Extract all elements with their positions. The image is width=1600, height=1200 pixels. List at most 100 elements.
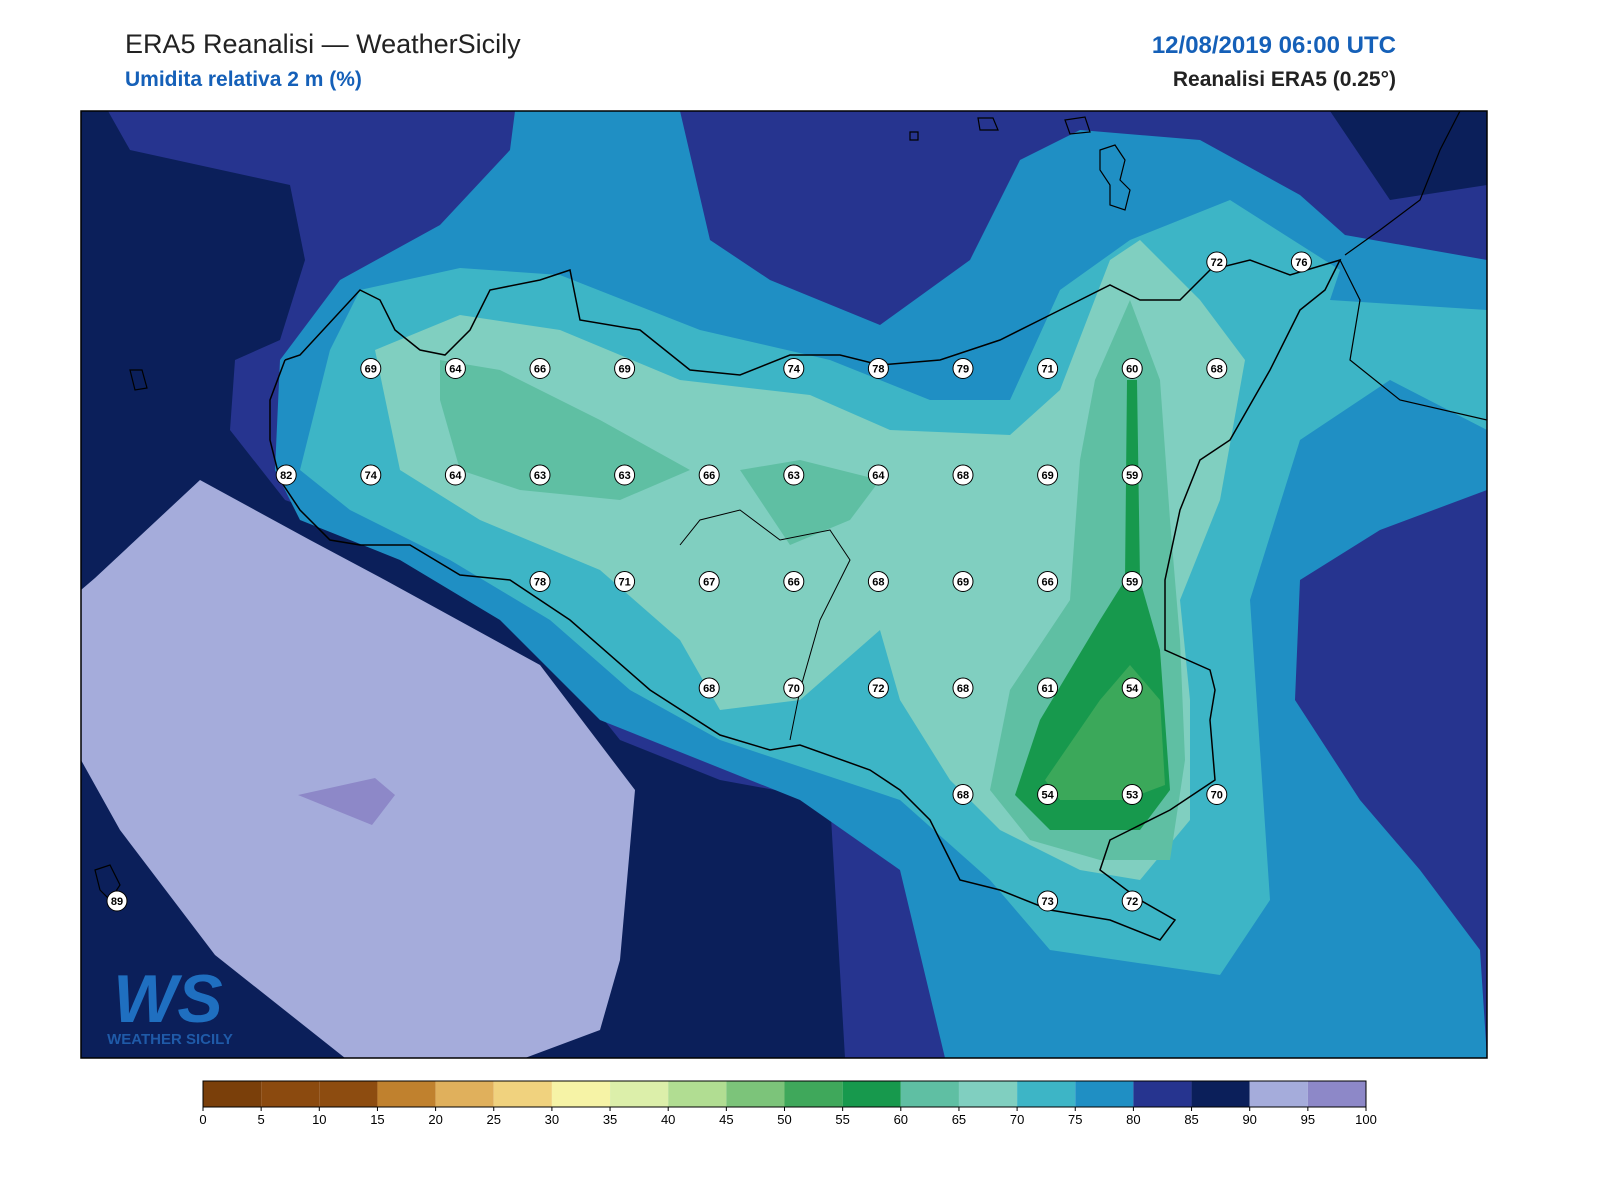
colorbar-segment (1249, 1081, 1308, 1107)
station-value: 68 (957, 683, 969, 695)
station-value: 69 (957, 576, 969, 588)
station-value: 64 (449, 470, 462, 482)
station-value: 68 (957, 789, 969, 801)
contours (81, 111, 1487, 1058)
colorbar-tick-label: 0 (199, 1112, 206, 1127)
station-value: 69 (365, 363, 377, 375)
station-value: 63 (618, 470, 630, 482)
colorbar-tick-label: 45 (719, 1112, 733, 1127)
station-value: 71 (1041, 363, 1053, 375)
colorbar-tick-label: 5 (258, 1112, 265, 1127)
colorbar-segment (435, 1081, 494, 1107)
station-value: 64 (872, 470, 885, 482)
station-value: 70 (788, 683, 800, 695)
colorbar-segment (668, 1081, 727, 1107)
station-marker (1037, 358, 1059, 379)
station-marker (952, 677, 974, 699)
colorbar-tick-label: 55 (835, 1112, 849, 1127)
colorbar: 0 5 10 15 20 25 30 35 40 45 50 55 60 65 70 75 80 85 90 95 10… (199, 1080, 1377, 1127)
station-marker (1037, 784, 1059, 805)
station-value: 70 (1211, 789, 1223, 801)
colorbar-segment (958, 1081, 1018, 1107)
title: ERA5 Reanalisi — WeatherSicily (125, 29, 521, 59)
station-value: 61 (1041, 683, 1053, 695)
map-frame (80, 110, 1488, 1059)
colorbar-tick-label: 25 (487, 1112, 501, 1127)
station-marker (360, 358, 382, 379)
station-marker (1121, 464, 1143, 486)
station-marker (952, 784, 974, 805)
colorbar-segment (784, 1081, 843, 1107)
stations: 72 76 69 64 66 69 74 78 79 71 60 68 82 74 64 63 63 66 63 64… (106, 251, 1312, 912)
station-marker (1206, 358, 1228, 379)
station-value: 54 (1041, 789, 1054, 801)
station-marker (360, 464, 382, 486)
station-marker (1121, 358, 1143, 379)
station-marker (783, 464, 805, 486)
colorbar-segment (319, 1081, 378, 1107)
colorbar-segment (1133, 1081, 1192, 1107)
station-marker (1290, 251, 1312, 273)
colorbar-segment (377, 1081, 436, 1107)
station-value: 79 (957, 363, 969, 375)
colorbar-segment (842, 1081, 901, 1107)
station-marker (783, 677, 805, 699)
station-value: 59 (1126, 470, 1138, 482)
station-marker (698, 571, 720, 592)
colorbar-segment (551, 1081, 611, 1107)
station-marker (1037, 890, 1059, 912)
station-marker (867, 464, 889, 486)
station-value: 82 (280, 470, 292, 482)
colorbar-tick-label: 60 (894, 1112, 908, 1127)
station-value: 78 (534, 576, 546, 588)
station-value: 68 (703, 683, 715, 695)
station-value: 69 (618, 363, 630, 375)
station-marker (275, 464, 297, 486)
station-marker (106, 890, 128, 912)
station-value: 64 (449, 363, 462, 375)
colorbar-segment (1191, 1081, 1250, 1107)
colorbar-tick-label: 40 (661, 1112, 675, 1127)
colorbar-segment (1017, 1081, 1076, 1107)
station-marker (698, 677, 720, 699)
colorbar-segment (261, 1081, 320, 1107)
station-value: 67 (703, 576, 715, 588)
station-marker (1206, 784, 1228, 805)
colorbar-tick-label: 90 (1242, 1112, 1256, 1127)
colorbar-segment (726, 1081, 785, 1107)
colorbar-tick-label: 20 (428, 1112, 442, 1127)
colorbar-tick-label: 75 (1068, 1112, 1082, 1127)
station-value: 63 (534, 470, 546, 482)
station-marker (867, 358, 889, 379)
station-value: 68 (957, 470, 969, 482)
colorbar-tick-label: 85 (1184, 1112, 1198, 1127)
colorbar-tick-label: 80 (1126, 1112, 1140, 1127)
station-marker (867, 571, 889, 592)
station-marker (1121, 677, 1143, 699)
station-value: 69 (1041, 470, 1053, 482)
colorbar-tick-label: 30 (545, 1112, 559, 1127)
station-value: 63 (788, 470, 800, 482)
station-value: 66 (534, 363, 546, 375)
station-value: 68 (1211, 363, 1223, 375)
station-value: 78 (872, 363, 884, 375)
station-marker (614, 358, 636, 379)
logo-mark: WS (113, 961, 223, 1037)
station-value: 76 (1295, 257, 1307, 269)
station-marker (698, 464, 720, 486)
station-marker (783, 571, 805, 592)
station-value: 54 (1126, 683, 1139, 695)
station-marker (529, 464, 551, 486)
station-value: 66 (703, 470, 715, 482)
station-marker (444, 464, 466, 486)
colorbar-tick-label: 70 (1010, 1112, 1024, 1127)
colorbar-segment (1307, 1081, 1366, 1107)
station-value: 53 (1126, 789, 1138, 801)
station-marker (614, 571, 636, 592)
station-marker (1206, 251, 1228, 273)
colorbar-tick-label: 15 (370, 1112, 384, 1127)
station-value: 66 (788, 576, 800, 588)
station-marker (1121, 890, 1143, 912)
station-marker (529, 358, 551, 379)
